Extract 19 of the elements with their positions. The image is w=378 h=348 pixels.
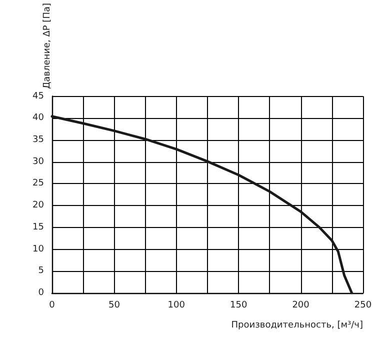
- y-tick-label: 20: [32, 200, 44, 211]
- y-tick-label: 15: [32, 222, 44, 232]
- x-tick-label: 100: [168, 300, 186, 310]
- y-tick-label: 0: [38, 288, 44, 298]
- x-tick-label: 200: [292, 300, 310, 310]
- y-tick-label: 40: [32, 113, 44, 124]
- line-series: [50, 115, 354, 294]
- x-tick-label: 250: [354, 300, 372, 310]
- y-axis-title: Давление, ΔP [Па]: [42, 3, 52, 89]
- y-tick-label: 45: [32, 91, 44, 102]
- y-tick-label: 25: [32, 178, 44, 189]
- y-tick-label: 10: [32, 244, 44, 254]
- x-axis-title: Производительность, [м³/ч]: [231, 320, 363, 330]
- x-tick-label: 50: [108, 300, 120, 310]
- y-tick-label: 35: [32, 134, 44, 145]
- x-tick-label: 0: [49, 300, 56, 310]
- y-tick-label: 30: [32, 156, 44, 167]
- y-tick-label: 5: [38, 266, 44, 276]
- x-tick-label: 150: [230, 300, 248, 310]
